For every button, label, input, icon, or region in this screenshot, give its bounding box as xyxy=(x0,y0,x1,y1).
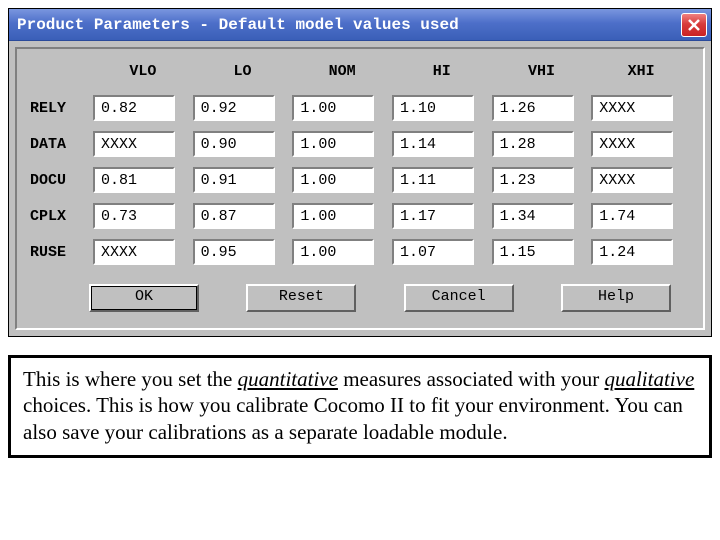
window-title: Product Parameters - Default model value… xyxy=(17,16,459,34)
col-header: XHI xyxy=(591,59,691,90)
param-input[interactable]: 0.91 xyxy=(193,167,275,193)
param-input[interactable]: 1.74 xyxy=(591,203,673,229)
param-input[interactable]: 1.34 xyxy=(492,203,574,229)
param-input[interactable]: 1.28 xyxy=(492,131,574,157)
col-header: VHI xyxy=(492,59,592,90)
param-input[interactable]: XXXX xyxy=(93,239,175,265)
titlebar: Product Parameters - Default model value… xyxy=(9,9,711,41)
param-input[interactable]: XXXX xyxy=(93,131,175,157)
param-input[interactable]: 0.92 xyxy=(193,95,275,121)
row-label: DATA xyxy=(29,126,93,162)
ok-button[interactable]: OK xyxy=(89,284,199,312)
header-row: VLO LO NOM HI VHI XHI xyxy=(29,59,691,90)
param-input[interactable]: 1.00 xyxy=(292,203,374,229)
param-input[interactable]: 1.15 xyxy=(492,239,574,265)
col-header: VLO xyxy=(93,59,193,90)
caption-underline: qualitative xyxy=(604,367,694,391)
param-input[interactable]: 0.95 xyxy=(193,239,275,265)
param-input[interactable]: 1.00 xyxy=(292,131,374,157)
param-input[interactable]: 1.24 xyxy=(591,239,673,265)
param-input[interactable]: 0.90 xyxy=(193,131,275,157)
param-input[interactable]: 1.07 xyxy=(392,239,474,265)
param-input[interactable]: 1.11 xyxy=(392,167,474,193)
caption-text: measures associated with your xyxy=(338,367,605,391)
caption-underline: quantitative xyxy=(238,367,338,391)
param-input[interactable]: XXXX xyxy=(591,131,673,157)
button-row: OK Reset Cancel Help xyxy=(29,270,691,314)
param-input[interactable]: 0.81 xyxy=(93,167,175,193)
cancel-button[interactable]: Cancel xyxy=(404,284,514,312)
row-label: RUSE xyxy=(29,234,93,270)
param-input[interactable]: XXXX xyxy=(591,167,673,193)
param-input[interactable]: 1.26 xyxy=(492,95,574,121)
param-input[interactable]: 1.00 xyxy=(292,239,374,265)
row-label: RELY xyxy=(29,90,93,126)
param-input[interactable]: 1.10 xyxy=(392,95,474,121)
col-header: LO xyxy=(193,59,293,90)
parameter-panel: VLO LO NOM HI VHI XHI RELY 0.82 0.92 1.0… xyxy=(15,47,705,330)
parameter-table: VLO LO NOM HI VHI XHI RELY 0.82 0.92 1.0… xyxy=(29,59,691,270)
param-input[interactable]: 1.00 xyxy=(292,167,374,193)
param-input[interactable]: 0.82 xyxy=(93,95,175,121)
col-header: HI xyxy=(392,59,492,90)
caption-text: choices. This is how you calibrate Cocom… xyxy=(23,393,683,443)
param-input[interactable]: 1.17 xyxy=(392,203,474,229)
row-label: CPLX xyxy=(29,198,93,234)
close-button[interactable] xyxy=(681,13,707,37)
param-input[interactable]: XXXX xyxy=(591,95,673,121)
caption-box: This is where you set the quantitative m… xyxy=(8,355,712,458)
param-input[interactable]: 1.23 xyxy=(492,167,574,193)
table-row: CPLX 0.73 0.87 1.00 1.17 1.34 1.74 xyxy=(29,198,691,234)
table-row: RELY 0.82 0.92 1.00 1.10 1.26 XXXX xyxy=(29,90,691,126)
param-input[interactable]: 0.73 xyxy=(93,203,175,229)
table-row: DATA XXXX 0.90 1.00 1.14 1.28 XXXX xyxy=(29,126,691,162)
row-label: DOCU xyxy=(29,162,93,198)
dialog-body: VLO LO NOM HI VHI XHI RELY 0.82 0.92 1.0… xyxy=(9,41,711,336)
param-input[interactable]: 1.14 xyxy=(392,131,474,157)
dialog-window: Product Parameters - Default model value… xyxy=(8,8,712,337)
col-header: NOM xyxy=(292,59,392,90)
param-input[interactable]: 1.00 xyxy=(292,95,374,121)
table-row: DOCU 0.81 0.91 1.00 1.11 1.23 XXXX xyxy=(29,162,691,198)
reset-button[interactable]: Reset xyxy=(246,284,356,312)
param-input[interactable]: 0.87 xyxy=(193,203,275,229)
table-row: RUSE XXXX 0.95 1.00 1.07 1.15 1.24 xyxy=(29,234,691,270)
close-icon xyxy=(687,18,701,32)
help-button[interactable]: Help xyxy=(561,284,671,312)
caption-text: This is where you set the xyxy=(23,367,238,391)
